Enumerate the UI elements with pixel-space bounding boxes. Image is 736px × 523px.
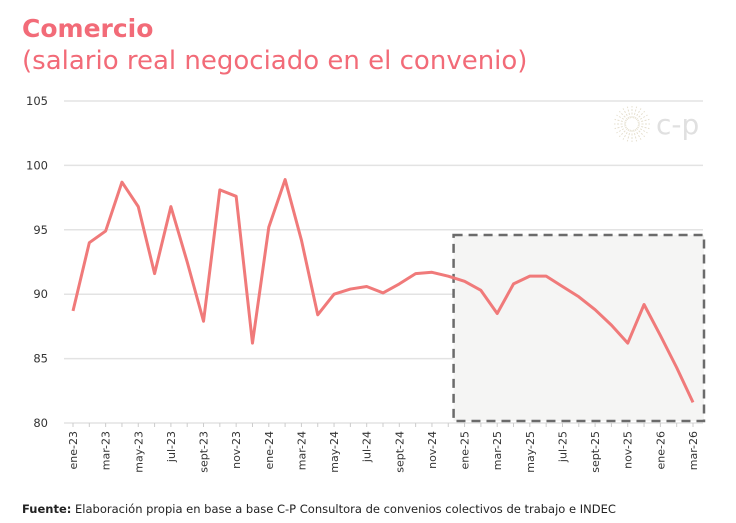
sun-ray [634, 108, 642, 120]
x-tick-label: nov-24 [426, 431, 439, 469]
x-tick-label: sept-23 [198, 431, 211, 473]
x-tick-label: jul-25 [556, 431, 569, 463]
x-tick-label: ene-24 [263, 431, 276, 469]
x-tick-label: sept-25 [589, 431, 602, 473]
y-tick-label: 90 [33, 287, 48, 301]
source-text: Elaboración propia en base a base C-P Co… [75, 502, 616, 516]
highlight-region [452, 233, 706, 423]
x-tick-label: mar-24 [295, 431, 308, 470]
logo-text: c-p [656, 107, 700, 141]
x-tick-label: mar-25 [491, 431, 504, 470]
x-tick-label: ene-26 [654, 431, 667, 469]
logo: c-p [612, 104, 699, 144]
source-label: Fuente: [22, 502, 72, 516]
x-tick-label: may-24 [328, 431, 341, 473]
x-tick-label: nov-23 [230, 431, 243, 469]
x-tick-label: ene-25 [459, 431, 472, 469]
x-tick-label: ene-23 [67, 431, 80, 469]
x-tick-label: mar-26 [687, 431, 700, 470]
chart-subtitle: (salario real negociado en el convenio) [22, 46, 528, 76]
y-tick-label: 100 [26, 158, 48, 172]
y-tick-label: 85 [33, 352, 48, 366]
x-tick-label: may-23 [132, 431, 145, 473]
x-tick-label: mar-23 [100, 431, 113, 470]
y-tick-label: 105 [26, 94, 48, 108]
x-tick-label: may-25 [524, 431, 537, 473]
line-chart: 80 85 90 95 100 105 ene-23 mar-23 may-23 jul-23 se… [26, 94, 706, 473]
sun-ray [622, 108, 630, 120]
x-tick-label: jul-24 [361, 431, 374, 463]
y-tick-label: 95 [33, 223, 48, 237]
sunburst-icon [614, 106, 650, 142]
chart-title: Comercio [22, 14, 154, 43]
x-tick-label: jul-23 [165, 431, 178, 463]
source-note: Fuente: Elaboración propia en base a bas… [22, 502, 616, 516]
y-tick-label: 80 [33, 416, 48, 430]
x-tick-label: sept-24 [393, 431, 406, 473]
x-tick-label: nov-25 [622, 431, 635, 469]
